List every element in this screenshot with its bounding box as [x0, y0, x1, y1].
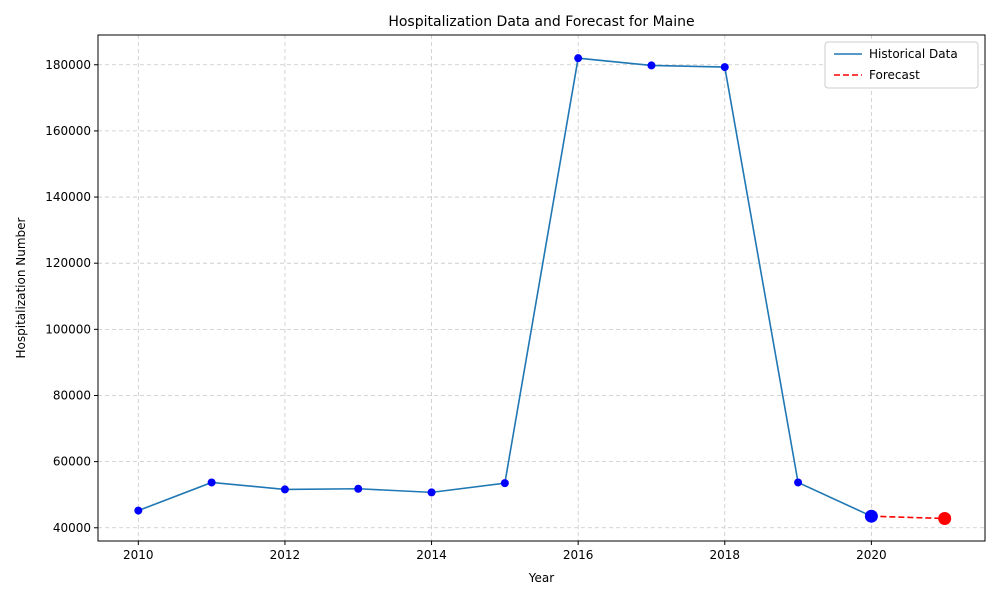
series-layer	[134, 54, 952, 526]
legend-label: Forecast	[869, 68, 920, 82]
y-tick-label: 120000	[45, 256, 91, 270]
historical-data-point	[280, 485, 289, 494]
legend-box	[824, 41, 979, 89]
historical-data-point	[134, 506, 143, 515]
x-tick-label: 2020	[856, 548, 887, 562]
forecast-point	[938, 512, 952, 526]
y-tick-label: 40000	[53, 521, 91, 535]
forecast-line	[871, 515, 945, 520]
y-axis: 40000 60000 80000 100000 120000 140000 160000 1…	[45, 58, 98, 535]
x-tick-label: 2018	[709, 548, 740, 562]
y-tick-label: 80000	[53, 388, 91, 402]
chart-title: Hospitalization Data and Forecast for Ma…	[388, 14, 694, 30]
historical-data-point	[647, 61, 656, 70]
legend: Historical Data Forecast	[824, 41, 979, 89]
historical-data-point	[720, 63, 729, 72]
historical-data-line	[138, 57, 872, 517]
historical-data-point	[500, 479, 509, 488]
historical-data-point	[794, 478, 803, 487]
y-tick-label: 180000	[45, 58, 91, 72]
historical-data-point	[574, 54, 583, 63]
y-tick-label: 60000	[53, 455, 91, 469]
plot-frame	[97, 34, 986, 542]
historical-data-point	[354, 484, 363, 493]
x-tick-label: 2012	[270, 548, 301, 562]
y-tick-label: 140000	[45, 190, 91, 204]
x-axis-label: Year	[528, 571, 554, 585]
grid	[98, 35, 985, 541]
historical-data-point	[427, 488, 436, 497]
x-axis: 2010 2012 2014 2016 2018 2020	[123, 541, 887, 562]
x-tick-label: 2014	[416, 548, 447, 562]
x-tick-label: 2010	[123, 548, 154, 562]
x-tick-label: 2016	[563, 548, 594, 562]
historical-data-point-last	[864, 509, 878, 523]
y-tick-label: 100000	[45, 322, 91, 336]
y-axis-label: Hospitalization Number	[14, 217, 28, 358]
y-tick-label: 160000	[45, 124, 91, 138]
historical-data-point	[207, 478, 216, 487]
legend-label: Historical Data	[869, 47, 958, 61]
